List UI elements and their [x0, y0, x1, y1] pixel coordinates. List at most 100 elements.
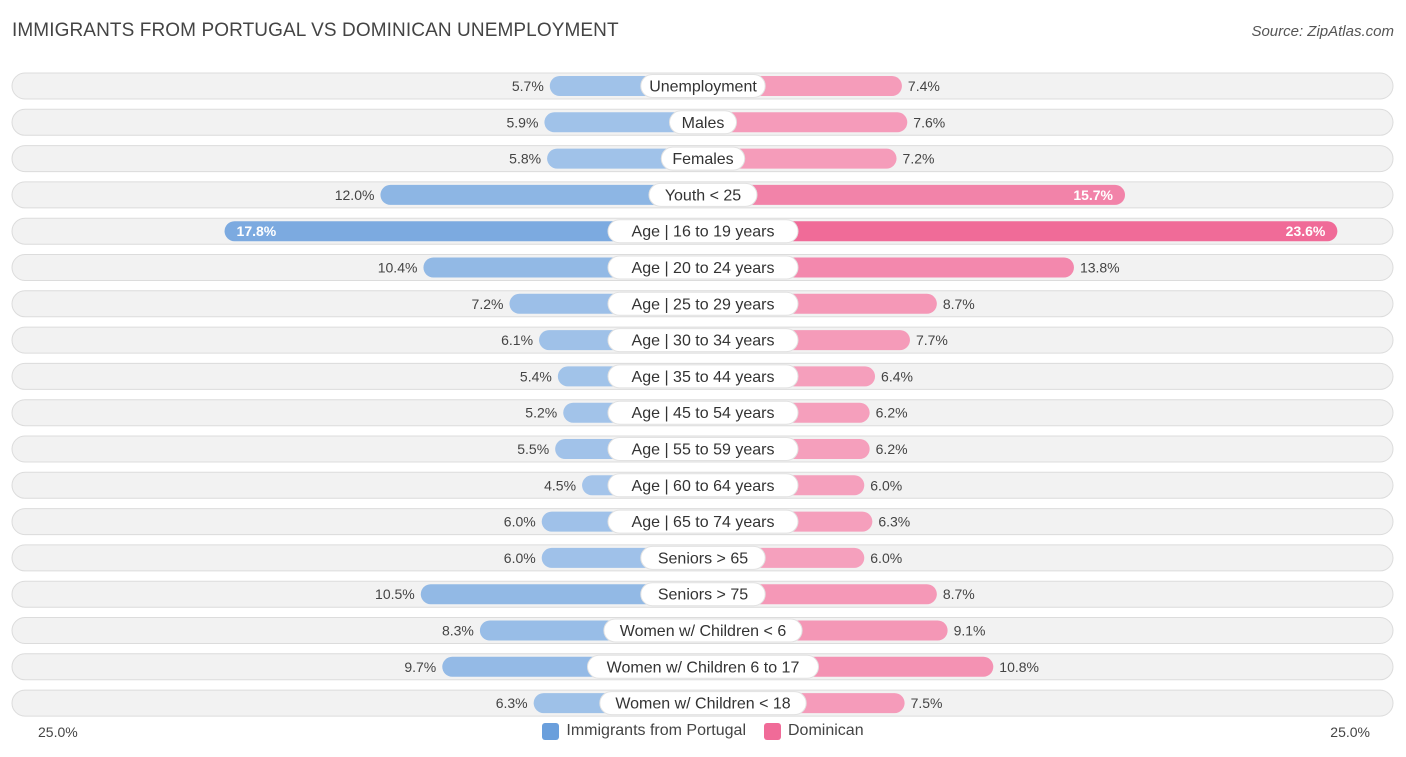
value-label-dominican: 6.3%	[878, 514, 910, 530]
value-label-dominican: 7.5%	[911, 695, 943, 711]
legend-item-portugal[interactable]: Immigrants from Portugal	[542, 722, 746, 740]
category-label: Youth < 25	[665, 187, 741, 204]
value-label-portugal: 5.8%	[509, 151, 541, 167]
category-pill	[607, 509, 799, 534]
legend-swatch-portugal	[542, 722, 560, 740]
category-label: Age | 55 to 59 years	[632, 442, 775, 459]
category-label: Age | 45 to 54 years	[632, 405, 775, 422]
chart-row: 5.2% 6.2% Age | 45 to 54 years	[11, 399, 1394, 427]
chart-row: 7.2% 8.7% Age | 25 to 29 years	[11, 290, 1394, 318]
category-label: Age | 65 to 74 years	[632, 514, 775, 531]
category-label: Age | 25 to 29 years	[632, 296, 775, 313]
category-label: Age | 16 to 19 years	[632, 224, 775, 241]
legend-item-dominican[interactable]: Dominican	[764, 722, 864, 740]
category-pill	[607, 473, 799, 498]
chart-row: 12.0% 15.7% Youth < 25	[11, 181, 1394, 209]
chart-row: 9.7% 10.8% Women w/ Children 6 to 17	[11, 653, 1394, 681]
category-pill	[640, 582, 766, 607]
category-pill	[648, 182, 758, 207]
value-label-dominican: 6.4%	[881, 368, 913, 384]
chart-row: 6.3% 7.5% Women w/ Children < 18	[11, 689, 1394, 717]
category-label: Seniors > 75	[658, 587, 748, 604]
value-label-portugal: 10.5%	[375, 586, 415, 602]
category-pill	[587, 654, 819, 679]
chart-row: 5.9% 7.6% Males	[11, 108, 1394, 136]
value-label-dominican: 7.6%	[913, 114, 945, 130]
category-pill	[607, 328, 799, 353]
chart-row: 17.8% 23.6% Age | 16 to 19 years	[11, 217, 1394, 245]
bar-dominican[interactable]	[703, 148, 897, 169]
category-label: Seniors > 65	[658, 550, 748, 567]
value-label-portugal: 6.3%	[496, 695, 528, 711]
value-label-portugal: 5.9%	[506, 114, 538, 130]
chart-row: 8.3% 9.1% Women w/ Children < 6	[11, 617, 1394, 644]
bar-dominican[interactable]	[703, 221, 1338, 242]
chart-row: 5.5% 6.2% Age | 55 to 59 years	[11, 435, 1394, 463]
value-label-portugal: 8.3%	[442, 623, 474, 639]
category-label: Age | 60 to 64 years	[632, 478, 775, 495]
axis-right-label: 25.0%	[1330, 724, 1370, 740]
source-label: Source: ZipAtlas.com	[1251, 23, 1394, 40]
value-label-dominican: 23.6%	[1286, 223, 1326, 239]
bar-portugal[interactable]	[380, 184, 703, 205]
value-label-dominican: 7.2%	[903, 151, 935, 167]
category-pill	[640, 545, 766, 570]
axis-left-label: 25.0%	[38, 724, 78, 740]
category-label: Age | 30 to 34 years	[632, 333, 775, 350]
chart-row: 6.0% 6.3% Age | 65 to 74 years	[11, 508, 1394, 536]
category-pill	[607, 437, 799, 461]
chart-row: 10.4% 13.8% Age | 20 to 24 years	[11, 254, 1394, 281]
value-label-dominican: 6.2%	[876, 405, 908, 421]
chart-row: 10.5% 8.7% Seniors > 75	[11, 580, 1394, 608]
value-label-dominican: 7.7%	[916, 332, 948, 348]
value-label-portugal: 6.1%	[501, 332, 533, 348]
category-label: Unemployment	[649, 79, 757, 96]
category-pill	[607, 364, 799, 389]
chart-row: 5.8% 7.2% Females	[11, 145, 1394, 173]
category-pill	[660, 146, 746, 171]
legend-swatch-dominican	[764, 722, 781, 740]
chart-row: 4.5% 6.0% Age | 60 to 64 years	[11, 471, 1394, 499]
value-label-portugal: 9.7%	[404, 659, 436, 675]
bar-dominican[interactable]	[703, 184, 1126, 205]
category-label: Age | 35 to 44 years	[632, 369, 775, 386]
value-label-dominican: 6.0%	[870, 550, 902, 566]
legend-label-dominican: Dominican	[788, 722, 864, 739]
value-label-portugal: 7.2%	[472, 296, 504, 312]
value-label-dominican: 13.8%	[1080, 260, 1120, 276]
category-label: Females	[672, 151, 733, 168]
legend: Immigrants from Portugal Dominican	[0, 722, 1406, 740]
category-pill	[640, 74, 766, 98]
category-label: Women w/ Children 6 to 17	[607, 659, 800, 676]
category-pill	[607, 291, 799, 316]
value-label-portugal: 6.0%	[504, 514, 536, 530]
value-label-dominican: 8.7%	[943, 296, 975, 312]
value-label-portugal: 5.5%	[517, 441, 549, 457]
value-label-portugal: 6.0%	[504, 550, 536, 566]
value-label-dominican: 6.2%	[876, 441, 908, 457]
category-label: Age | 20 to 24 years	[632, 260, 775, 277]
value-label-dominican: 8.7%	[943, 586, 975, 602]
value-label-dominican: 10.8%	[999, 659, 1039, 675]
chart-row: 6.0% 6.0% Seniors > 65	[11, 544, 1394, 572]
value-label-portugal: 17.8%	[237, 223, 277, 239]
value-label-portugal: 12.0%	[335, 187, 375, 203]
chart-title: IMMIGRANTS FROM PORTUGAL VS DOMINICAN UN…	[12, 20, 619, 41]
value-label-dominican: 15.7%	[1073, 187, 1113, 203]
value-label-portugal: 4.5%	[544, 477, 576, 493]
value-label-portugal: 5.2%	[525, 405, 557, 421]
value-label-portugal: 5.4%	[520, 368, 552, 384]
legend-label-portugal: Immigrants from Portugal	[566, 722, 746, 739]
category-pill	[607, 255, 799, 280]
category-label: Women w/ Children < 6	[620, 623, 787, 640]
bar-portugal[interactable]	[224, 221, 703, 242]
bar-portugal[interactable]	[420, 584, 703, 605]
bar-portugal[interactable]	[544, 112, 703, 133]
category-pill	[599, 691, 807, 716]
value-label-dominican: 9.1%	[954, 623, 986, 639]
category-label: Women w/ Children < 18	[615, 696, 790, 713]
category-pill	[607, 219, 799, 244]
value-label-portugal: 10.4%	[378, 260, 418, 276]
category-label: Males	[682, 115, 725, 132]
bar-dominican[interactable]	[703, 112, 908, 133]
